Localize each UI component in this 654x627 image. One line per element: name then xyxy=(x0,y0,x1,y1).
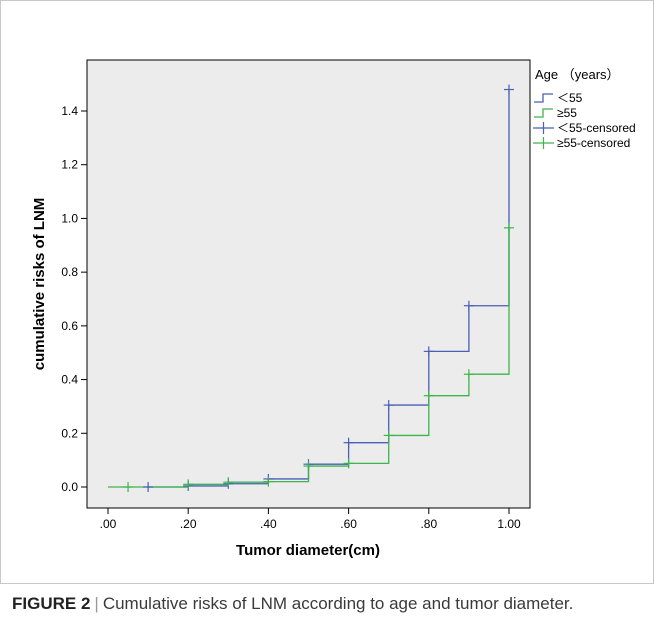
x-tick-label: .40 xyxy=(260,517,277,531)
caption-text: Cumulative risks of LNM according to age… xyxy=(102,594,574,613)
legend-item-under-55: ＜55 xyxy=(534,91,583,105)
censor-mark-under-55 xyxy=(383,400,394,411)
censor-mark-55-and-over xyxy=(123,482,134,492)
x-tick-label: 1.00 xyxy=(497,517,521,531)
censor-mark-55-and-over xyxy=(223,477,234,488)
x-tick-label: .00 xyxy=(100,517,117,531)
censor-mark-under-55 xyxy=(504,84,514,95)
plot-area xyxy=(86,59,531,509)
figure-frame: 0.0 0.2 0.4 0.6 0.8 1.0 1.2 1.4 .00 .20 .40 .60 .80… xyxy=(0,0,654,584)
y-axis: 0.0 0.2 0.4 0.6 0.8 1.0 1.2 1.4 xyxy=(61,104,87,494)
x-tick-label: .20 xyxy=(180,517,197,531)
censor-mark-55-and-over xyxy=(263,476,274,487)
x-tick-label: .80 xyxy=(420,517,437,531)
x-axis-label: Tumor diameter(cm) xyxy=(236,542,380,559)
legend: Age （years） ＜55≥55＜55-censored≥55-censor… xyxy=(533,67,636,150)
y-tick-label: 1.4 xyxy=(61,104,78,118)
censor-mark-55-and-over xyxy=(303,461,314,472)
censor-layer xyxy=(123,84,514,492)
censor-mark-55-and-over xyxy=(343,458,354,469)
y-tick-label: 0.0 xyxy=(61,480,78,494)
y-tick-label: 0.4 xyxy=(61,373,78,387)
y-tick-label: 0.8 xyxy=(61,265,78,279)
y-axis-label: cumulative risks of LNM xyxy=(31,198,48,371)
censor-mark-under-55 xyxy=(143,482,154,492)
caption-separator: | xyxy=(94,594,99,613)
y-tick-label: 1.0 xyxy=(61,211,78,225)
km-chart: 0.0 0.2 0.4 0.6 0.8 1.0 1.2 1.4 .00 .20 .40 .60 .80… xyxy=(0,0,654,584)
censor-mark-55-and-over xyxy=(463,369,474,380)
y-tick-label: 0.2 xyxy=(61,426,78,440)
x-axis: .00 .20 .40 .60 .80 1.00 xyxy=(100,508,521,531)
censor-mark-under-55 xyxy=(343,437,354,448)
legend-title: Age （years） xyxy=(535,67,620,82)
censor-mark-55-and-over xyxy=(383,430,394,441)
legend-label: ≥55 xyxy=(557,106,577,120)
y-tick-label: 1.2 xyxy=(61,158,78,172)
caption-label: FIGURE 2 xyxy=(12,594,91,613)
censor-mark-55-and-over xyxy=(504,222,514,233)
legend-label: ≥55-censored xyxy=(557,136,630,150)
legend-item-55-and-over-censored: ≥55-censored xyxy=(533,136,630,150)
legend-label: ＜55-censored xyxy=(557,121,636,135)
censor-mark-55-and-over xyxy=(183,479,194,490)
figure-caption: FIGURE 2 | Cumulative risks of LNM accordi… xyxy=(12,594,648,618)
censor-mark-under-55 xyxy=(423,346,434,357)
censor-mark-55-and-over xyxy=(423,390,434,401)
x-tick-label: .60 xyxy=(340,517,357,531)
legend-item-under-55-censored: ＜55-censored xyxy=(533,121,636,135)
legend-label: ＜55 xyxy=(557,91,583,105)
legend-item-55-and-over: ≥55 xyxy=(534,106,577,120)
censor-mark-under-55 xyxy=(463,300,474,311)
y-tick-label: 0.6 xyxy=(61,319,78,333)
